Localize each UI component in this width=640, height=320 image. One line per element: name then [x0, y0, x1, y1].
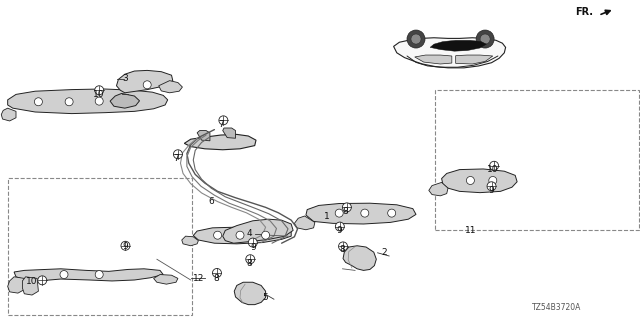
Polygon shape [223, 128, 236, 138]
Circle shape [60, 271, 68, 278]
Text: 1: 1 [324, 212, 329, 220]
Polygon shape [159, 81, 182, 93]
Circle shape [467, 177, 474, 184]
Circle shape [262, 231, 269, 239]
Text: 6: 6 [209, 197, 214, 206]
Circle shape [411, 34, 421, 44]
Circle shape [335, 222, 344, 231]
Polygon shape [306, 203, 416, 224]
Polygon shape [184, 134, 256, 150]
Circle shape [214, 231, 221, 239]
Circle shape [480, 34, 490, 44]
Polygon shape [394, 38, 506, 68]
Text: 8: 8 [343, 207, 348, 216]
Polygon shape [343, 246, 376, 270]
Polygon shape [22, 277, 38, 295]
Circle shape [339, 242, 348, 251]
Text: 7: 7 [218, 120, 223, 129]
Circle shape [361, 209, 369, 217]
Polygon shape [415, 55, 452, 64]
Bar [8, 178, 192, 315]
Circle shape [342, 203, 351, 212]
Text: 4: 4 [247, 229, 252, 238]
Circle shape [236, 231, 244, 239]
Text: 8: 8 [214, 274, 219, 283]
Text: 10: 10 [26, 277, 38, 286]
Text: 8: 8 [247, 260, 252, 268]
Text: 11: 11 [465, 226, 476, 235]
Circle shape [212, 268, 221, 277]
Polygon shape [193, 227, 291, 244]
Circle shape [476, 30, 494, 48]
Circle shape [219, 116, 228, 125]
Polygon shape [456, 55, 493, 64]
Polygon shape [442, 169, 517, 193]
Polygon shape [14, 269, 163, 281]
Circle shape [95, 97, 103, 105]
Polygon shape [429, 182, 448, 196]
Polygon shape [197, 131, 210, 141]
Circle shape [173, 150, 182, 159]
Text: 10: 10 [93, 90, 105, 99]
Text: 3: 3 [122, 74, 127, 83]
Circle shape [143, 81, 151, 89]
Circle shape [248, 238, 257, 247]
Polygon shape [8, 89, 168, 114]
Polygon shape [234, 282, 266, 305]
Text: TZ54B3720A: TZ54B3720A [532, 303, 582, 312]
Polygon shape [8, 277, 24, 293]
Circle shape [38, 276, 47, 285]
Text: 8: 8 [340, 245, 345, 254]
Polygon shape [154, 275, 178, 284]
Circle shape [490, 161, 499, 170]
Text: 7: 7 [173, 154, 179, 163]
Text: 9: 9 [337, 226, 342, 235]
Circle shape [407, 30, 425, 48]
Text: 9: 9 [122, 242, 127, 251]
Polygon shape [430, 40, 486, 51]
Circle shape [388, 209, 396, 217]
Circle shape [246, 255, 255, 264]
Polygon shape [182, 236, 198, 246]
Circle shape [335, 209, 343, 217]
Bar [435, 90, 639, 230]
Text: 12: 12 [193, 274, 204, 283]
Circle shape [65, 98, 73, 106]
Circle shape [487, 182, 496, 191]
Text: 2: 2 [381, 248, 387, 257]
Circle shape [95, 86, 104, 95]
Polygon shape [1, 108, 16, 121]
Polygon shape [294, 216, 315, 230]
Text: FR.: FR. [575, 7, 593, 17]
Text: 10: 10 [487, 165, 499, 174]
Circle shape [95, 271, 103, 278]
Circle shape [35, 98, 42, 106]
Text: 9: 9 [489, 186, 494, 195]
Polygon shape [223, 219, 293, 243]
Text: 5: 5 [263, 293, 268, 302]
Text: 9: 9 [250, 244, 255, 252]
Polygon shape [110, 93, 140, 108]
Circle shape [489, 177, 497, 184]
Polygon shape [116, 70, 173, 93]
Circle shape [121, 241, 130, 250]
